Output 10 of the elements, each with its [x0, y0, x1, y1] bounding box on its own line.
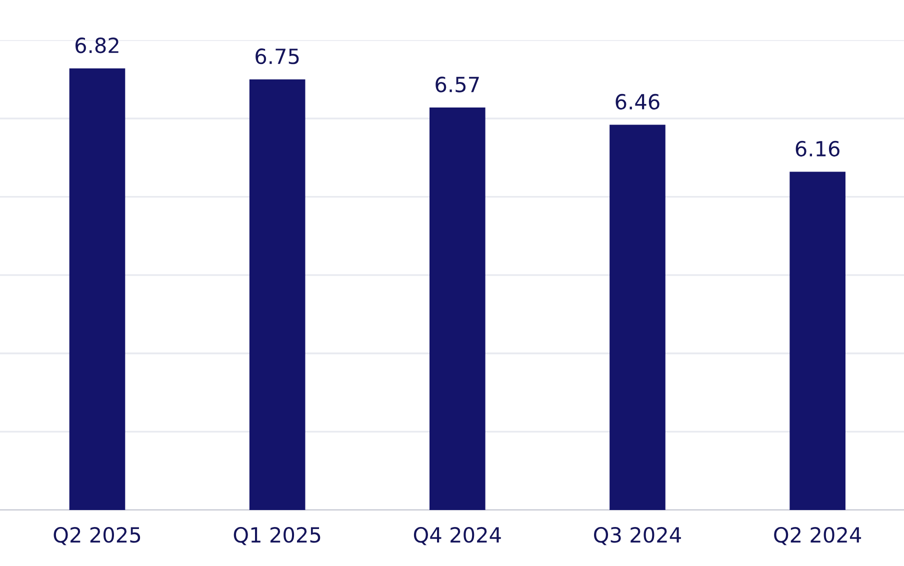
- data-label: 6.75: [256, 48, 299, 64]
- x-tick-label: Q1 2025: [234, 527, 320, 546]
- x-tick-label: Q2 2025: [54, 527, 140, 546]
- data-label: 6.57: [436, 76, 479, 92]
- x-tick-label: Q4 2024: [414, 527, 501, 546]
- x-tick-label: Q3 2024: [594, 527, 681, 546]
- data-label: 6.16: [796, 140, 840, 157]
- data-label: 6.46: [616, 94, 660, 110]
- data-label: 6.82: [76, 37, 118, 54]
- x-tick-label: Q2 2024: [774, 527, 862, 546]
